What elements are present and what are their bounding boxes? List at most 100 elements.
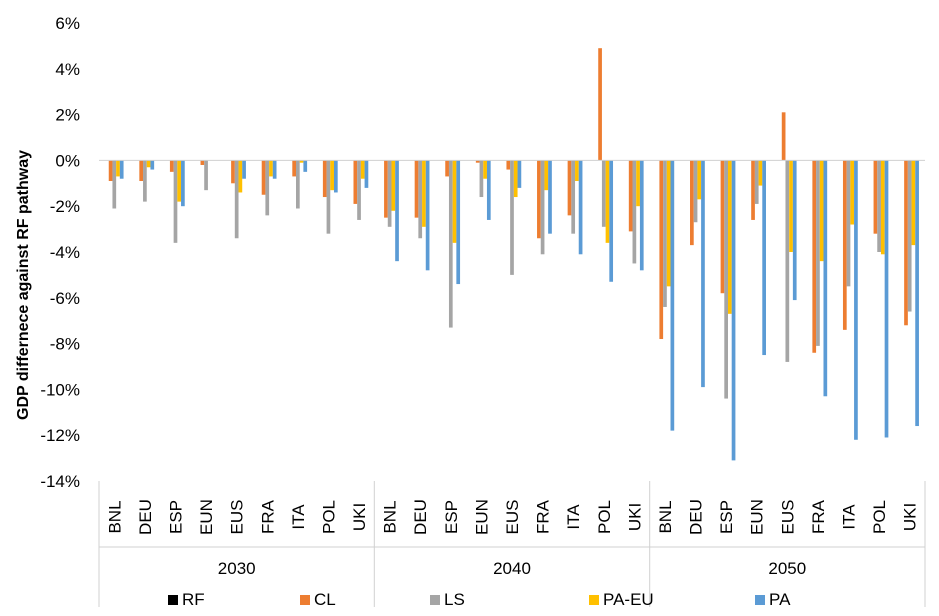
y-tick-label: -12% (40, 426, 80, 445)
bar-cl-2050-pol (873, 160, 878, 234)
x-category-label: POL (870, 500, 889, 534)
bar-ls-2040-deu (418, 160, 423, 239)
bar-ls-2050-deu (693, 160, 698, 223)
y-tick-label: 4% (55, 60, 80, 79)
bar-cl-2030-eun (200, 160, 205, 165)
legend-label: PA-EU (603, 590, 654, 609)
x-category-label: DEU (687, 499, 706, 535)
y-tick-label: 0% (55, 151, 80, 170)
bar-pa-2050-uki (915, 160, 919, 427)
bar-pa-eu-2050-deu (697, 160, 702, 200)
y-tick-label: -10% (40, 380, 80, 399)
x-category-label: BNL (105, 500, 124, 533)
bar-pa-eu-2040-bnl (391, 160, 396, 211)
bar-pa-2030-fra (272, 160, 277, 179)
bar-pa-eu-2040-pol (605, 160, 610, 243)
bar-cl-2050-ita (842, 160, 847, 330)
bar-cl-2040-bnl (384, 160, 388, 218)
bar-cl-2040-esp (445, 160, 449, 177)
bar-cl-2050-fra (812, 160, 817, 353)
legend-swatch-pa (755, 595, 765, 605)
bar-ls-2030-eun (204, 160, 208, 191)
bar-pa-2050-bnl (670, 160, 675, 431)
x-category-label: BNL (381, 500, 400, 533)
bar-pa-eu-2040-eus (513, 160, 518, 198)
bar-cl-2040-eus (506, 160, 511, 170)
bar-pa-eu-2030-esp (177, 160, 182, 202)
bar-ls-2050-eus (785, 160, 790, 362)
x-category-label: FRA (809, 499, 828, 534)
x-group-label: 2040 (493, 559, 531, 578)
x-category-label: FRA (534, 499, 553, 534)
y-tick-label: -2% (50, 197, 80, 216)
x-category-label: FRA (258, 499, 277, 534)
bar-pa-2050-ita (854, 160, 858, 440)
x-category-label: POL (319, 500, 338, 534)
x-category-label: ITA (840, 504, 859, 530)
bar-cl-2040-uki (628, 160, 633, 232)
bar-ls-2050-bnl (663, 160, 667, 307)
bar-cl-2030-uki (353, 160, 358, 204)
bar-ls-2040-ita (571, 160, 576, 234)
bar-pa-2050-eun (762, 160, 766, 356)
legend-label: RF (182, 590, 205, 609)
x-category-label: UKI (625, 503, 644, 531)
bar-cl-2050-esp (720, 160, 725, 294)
x-category-label: ESP (717, 500, 736, 534)
bar-pa-eu-2030-bnl (116, 160, 120, 177)
bar-ls-2030-deu (143, 160, 147, 202)
bar-cl-2040-eun (475, 160, 480, 163)
legend-swatch-ls (430, 595, 440, 605)
x-category-label: ITA (289, 504, 308, 530)
x-category-label: BNL (656, 500, 675, 533)
legend-swatch-cl (300, 595, 310, 605)
bar-pa-2030-deu (150, 160, 155, 170)
legend-label: PA (769, 590, 791, 609)
bar-ls-2040-pol (601, 160, 606, 227)
bar-ls-2050-fra (816, 160, 820, 346)
legend: RF CL LS PA-EU PA (168, 590, 791, 609)
bar-pa-2040-deu (425, 160, 430, 271)
bar-pa-eu-2040-esp (452, 160, 457, 243)
x-axis: BNL DEU ESP EUN EUS FRA ITA POL UKI BNL DEU ESP EUN E… (98, 481, 926, 607)
y-tick-label: 2% (55, 106, 80, 125)
bar-ls-2040-bnl (387, 160, 392, 227)
x-category-label: EUN (748, 499, 767, 535)
bar-pa-eu-2050-bnl (666, 160, 671, 287)
bar-pa-2050-fra (823, 160, 828, 397)
bar-cl-2030-bnl (108, 160, 113, 182)
bar-pa-eu-2040-eun (483, 160, 487, 179)
bar-ls-2050-ita (846, 160, 851, 287)
x-category-label: EUN (472, 499, 491, 535)
bar-pa-eu-2050-eun (758, 160, 763, 186)
bar-cl-2050-deu (690, 160, 694, 246)
bar-pa-eu-2050-esp (728, 160, 732, 314)
x-category-label: DEU (411, 499, 430, 535)
y-tick-label: -8% (50, 335, 80, 354)
bar-cl-2040-pol (598, 48, 602, 161)
bar-pa-eu-2050-pol (880, 160, 885, 255)
bar-ls-2040-esp (448, 160, 453, 328)
bar-pa-eu-2050-uki (911, 160, 916, 246)
bar-pa-2050-pol (884, 160, 889, 438)
bar-cl-2030-fra (261, 160, 266, 195)
x-group-label: 2050 (768, 559, 806, 578)
x-category-label: DEU (136, 499, 155, 535)
bar-pa-2040-fra (548, 160, 552, 234)
bar-ls-2030-fra (265, 160, 270, 216)
x-category-label: EUN (197, 499, 216, 535)
x-category-label: ESP (442, 500, 461, 534)
legend-label: LS (444, 590, 465, 609)
bar-ls-2040-uki (632, 160, 637, 264)
y-axis-label: GDP differnece against RF pathway (15, 150, 32, 420)
bar-pa-2040-eus (517, 160, 522, 188)
bar-cl-2050-eun (751, 160, 755, 220)
bar-pa-eu-2050-eus (789, 160, 793, 252)
bar-pa-eu-2030-fra (269, 160, 273, 177)
bar-pa-2050-esp (731, 160, 736, 461)
bar-ls-2030-bnl (112, 160, 117, 209)
bar-pa-eu-2040-uki (636, 160, 640, 207)
bar-ls-2050-esp (724, 160, 728, 399)
bar-ls-2040-eus (510, 160, 514, 275)
